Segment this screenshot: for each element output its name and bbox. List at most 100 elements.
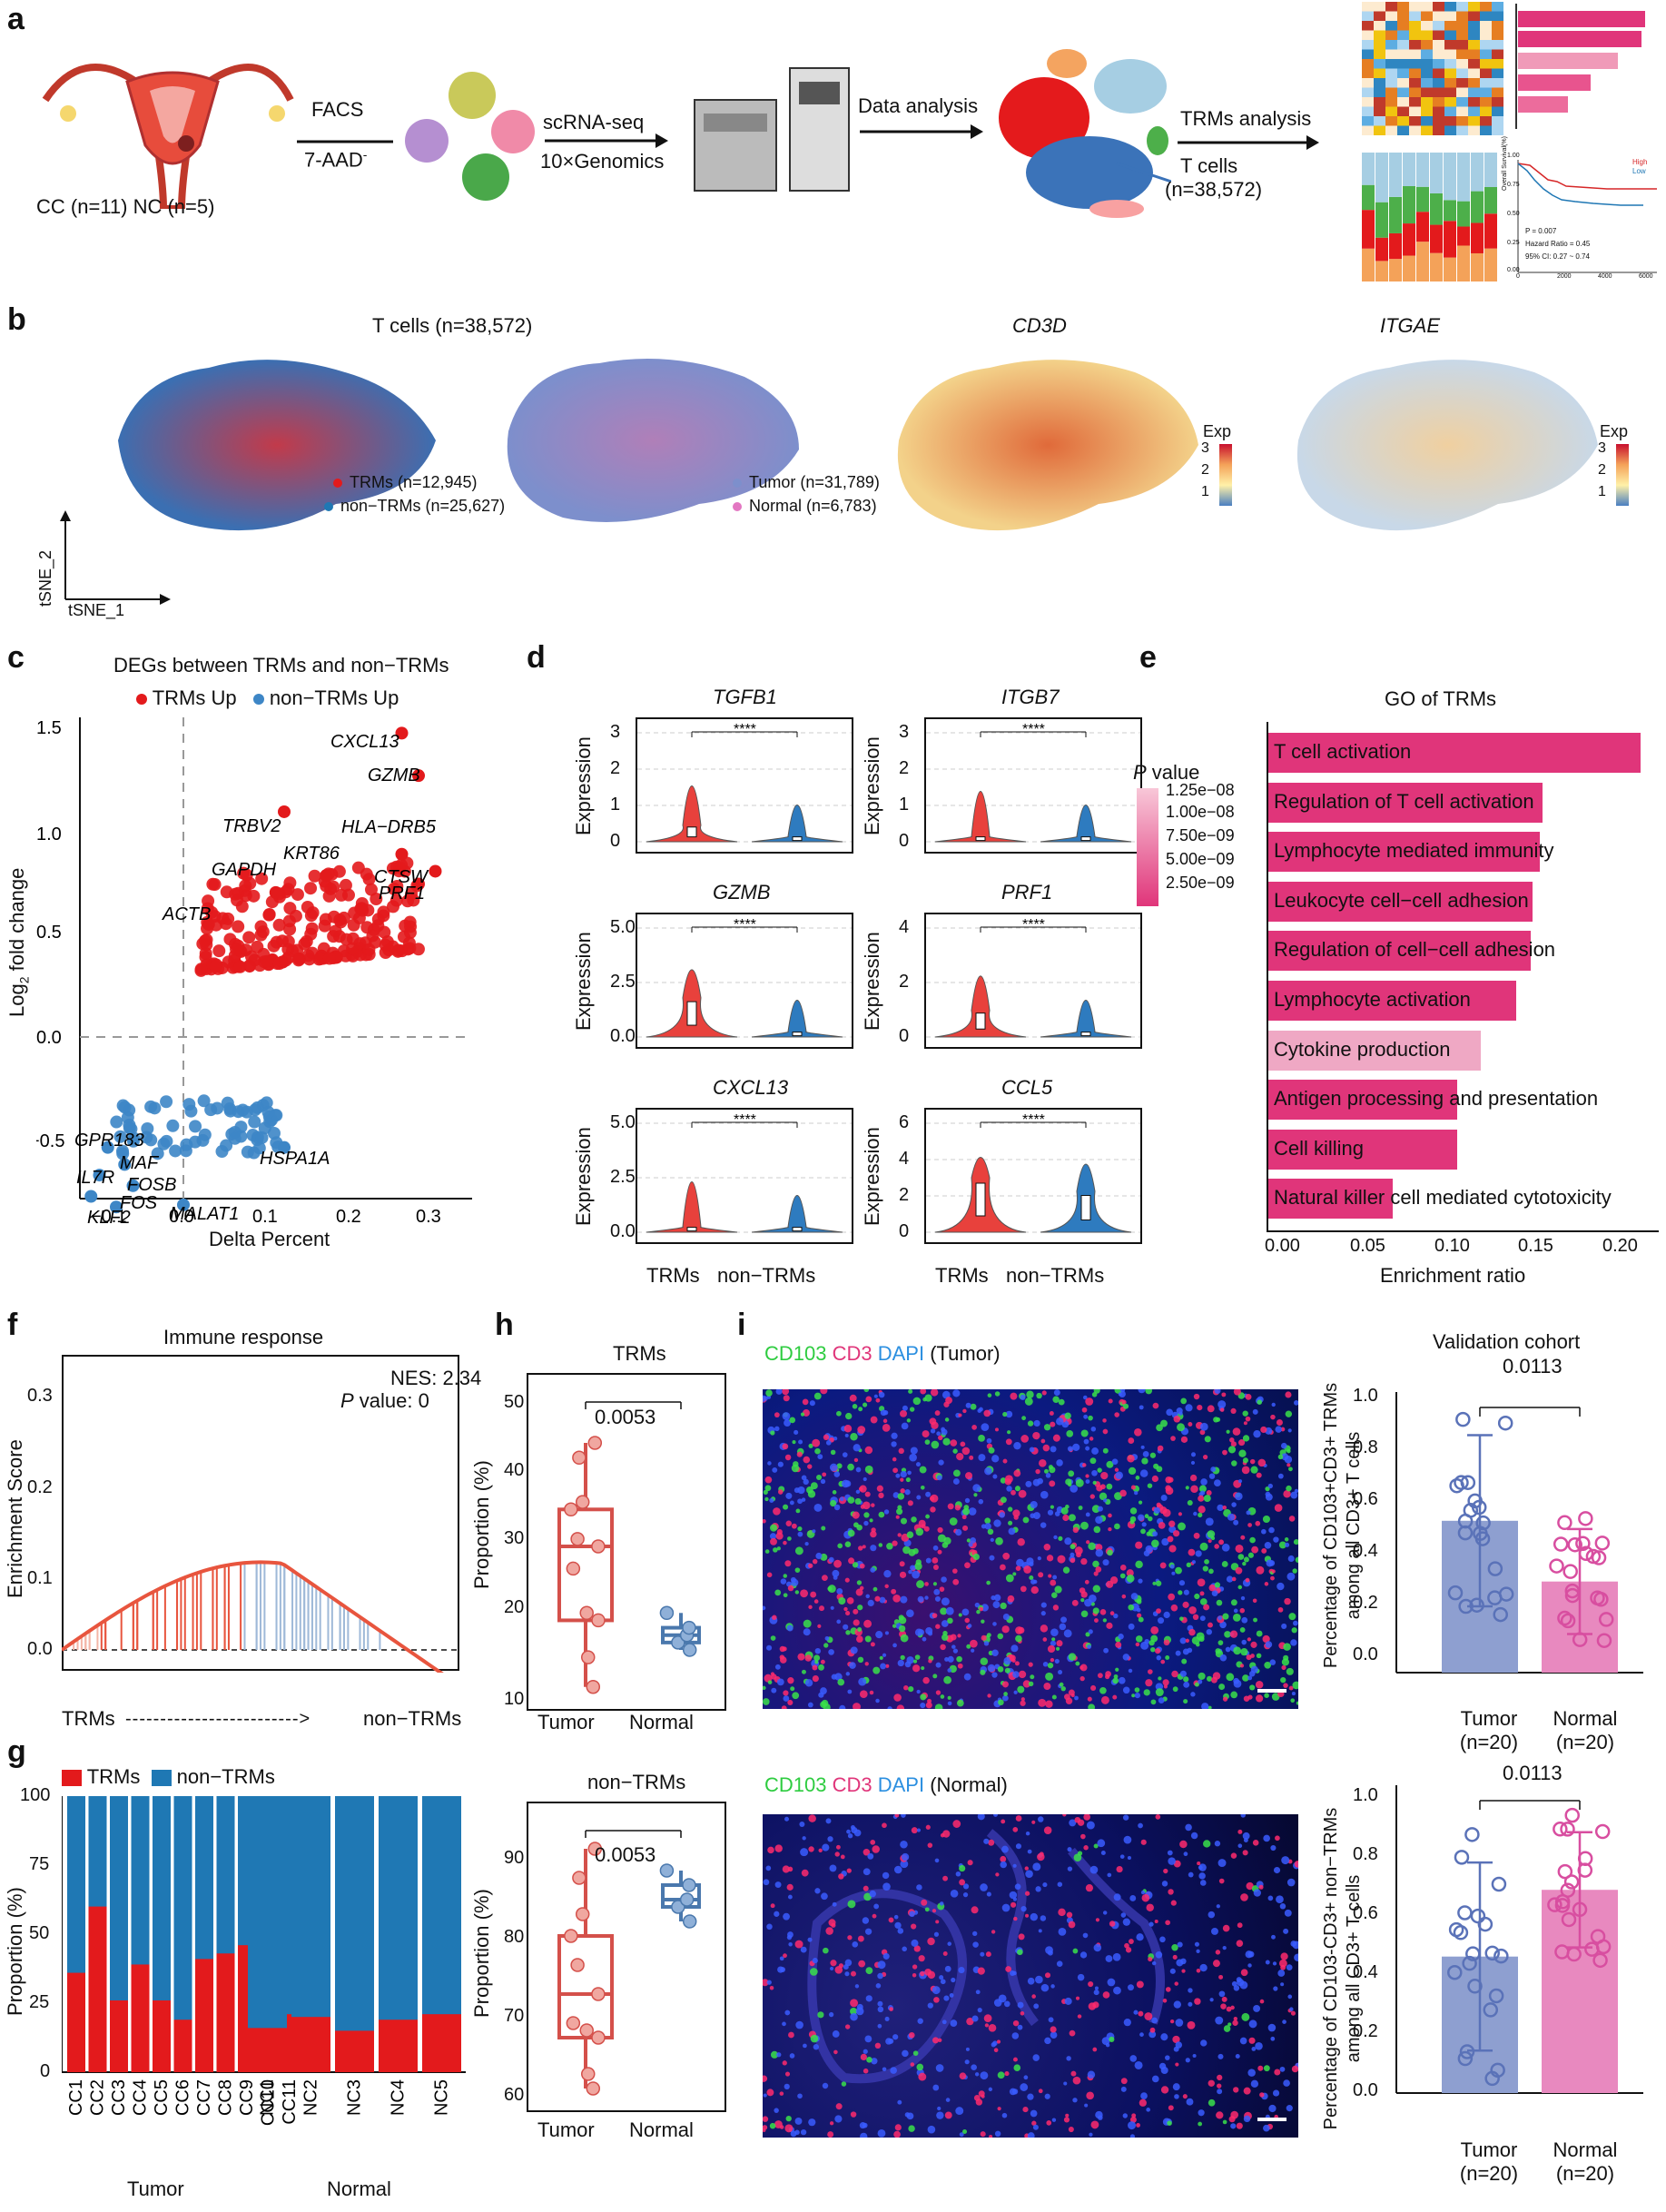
tsne-x-label: tSNE_1 bbox=[68, 601, 125, 619]
deg-dot-down bbox=[261, 1106, 275, 1120]
data-analysis-label: Data analysis bbox=[858, 94, 979, 117]
validation-point bbox=[1455, 1411, 1471, 1427]
validation-point bbox=[1453, 1925, 1469, 1940]
validation-point bbox=[1474, 1531, 1491, 1546]
box-top-ytick-10: 10 bbox=[504, 1689, 525, 1709]
stack-bar-trm bbox=[216, 1953, 235, 2072]
km-ytick-75: 0.75 bbox=[1507, 182, 1520, 188]
gsea-x-arrow: -------------------------> bbox=[125, 1709, 311, 1729]
gsea-ytick-00: 0.0 bbox=[27, 1639, 53, 1659]
tsne-title-cd3d: CD3D bbox=[1012, 314, 1067, 337]
deg-dot-up bbox=[334, 888, 348, 902]
stack-bar-trm bbox=[422, 2014, 461, 2072]
if-title-tumor: CD103 CD3 DAPI (Tumor) bbox=[764, 1342, 1001, 1365]
validation-point bbox=[1447, 1585, 1464, 1601]
deg-dot-up bbox=[242, 959, 256, 973]
deg-dot-labeled-down bbox=[118, 1158, 132, 1171]
exp-legend-itgae-title: Exp bbox=[1600, 422, 1629, 440]
legend-normal: Normal (n=6,783) bbox=[749, 497, 877, 515]
val-top-ylabel-1: Percentage of CD103+CD3+ TRMs bbox=[1321, 1382, 1341, 1669]
km-ytick-100: 1.00 bbox=[1507, 153, 1520, 159]
validation-top-pvalue: 0.0113 bbox=[1503, 1355, 1562, 1378]
box-point bbox=[570, 1532, 585, 1546]
deg-dot-down bbox=[144, 1133, 158, 1147]
violin-x-nontrms-2: non−TRMs bbox=[1006, 1264, 1105, 1287]
km-pvalue: P = 0.007 bbox=[1525, 227, 1557, 235]
validation-point bbox=[1578, 1511, 1593, 1526]
validation-point bbox=[1592, 1952, 1608, 1969]
deg-dot-up bbox=[359, 936, 372, 950]
deg-dot-down bbox=[179, 1144, 192, 1158]
go-bar: Lymphocyte mediated immunity bbox=[1268, 832, 1554, 873]
violin-frame-tgfb1: **** bbox=[636, 717, 853, 854]
violin-x-nontrms-1: non−TRMs bbox=[717, 1264, 816, 1287]
stack-xtick: NC4 bbox=[389, 2079, 409, 2116]
violin-title-tgfb1: TGFB1 bbox=[713, 686, 777, 708]
stack-xtick: CC9 bbox=[237, 2079, 257, 2116]
val-top-ylabel-2: among all CD3+ T cells bbox=[1344, 1431, 1364, 1620]
go-bar: Regulation of cell−cell adhesion bbox=[1268, 931, 1555, 972]
box-point bbox=[586, 1679, 601, 1694]
box-point bbox=[586, 2081, 601, 2096]
violin-sig: **** bbox=[734, 917, 756, 933]
exp-colorbar-cd3d bbox=[1219, 444, 1232, 506]
deg-dot-up bbox=[360, 921, 374, 934]
violin-box bbox=[1080, 1032, 1091, 1037]
go-xtick-4: 0.20 bbox=[1602, 1236, 1638, 1256]
if-title-normal: CD103 CD3 DAPI (Normal) bbox=[764, 1773, 1008, 1796]
box-non-trms bbox=[527, 1802, 726, 2112]
go-bar: T cell activation bbox=[1268, 733, 1641, 773]
validation-bars-non-trm bbox=[1395, 1785, 1643, 2094]
validation-point bbox=[1553, 1536, 1569, 1552]
go-legend-tick-4: 2.50e−09 bbox=[1166, 874, 1235, 892]
deg-dot-up bbox=[379, 938, 392, 952]
deg-dot-labeled bbox=[429, 864, 442, 878]
val-bot-ytick-00: 0.0 bbox=[1353, 2080, 1378, 2100]
km-xtick-4000: 4000 bbox=[1598, 273, 1612, 280]
go-bar-label: Lymphocyte activation bbox=[1274, 988, 1471, 1011]
go-xtick-3: 0.15 bbox=[1518, 1236, 1553, 1256]
val-top-x-normal-n: (n=20) bbox=[1555, 1731, 1615, 1753]
go-bar: Regulation of T cell activation bbox=[1268, 782, 1543, 823]
deg-dot-down bbox=[248, 1115, 261, 1129]
val-top-ytick-10: 1.0 bbox=[1353, 1386, 1378, 1406]
gsea-ylabel: Enrichment Score bbox=[4, 1439, 26, 1598]
deg-title: DEGs between TRMs and non−TRMs bbox=[113, 654, 449, 676]
panel-letter-f: f bbox=[7, 1308, 18, 1342]
stack-bar-trm bbox=[335, 2030, 374, 2072]
deg-dot-up bbox=[304, 882, 318, 895]
box-point bbox=[591, 2030, 606, 2045]
gsea-ytick-03: 0.3 bbox=[27, 1386, 53, 1406]
deg-dot-down bbox=[126, 1134, 140, 1148]
val-bot-ytick-04: 0.4 bbox=[1353, 1962, 1378, 1982]
validation-title: Validation cohort bbox=[1433, 1330, 1581, 1353]
deg-dot-down bbox=[197, 1094, 211, 1108]
deg-dot-up bbox=[206, 877, 220, 891]
deg-dot-up bbox=[220, 885, 233, 899]
val-bot-x-tumor: Tumor bbox=[1460, 2138, 1518, 2161]
violin-frame-gzmb: **** bbox=[636, 913, 853, 1049]
box-point bbox=[566, 1561, 581, 1576]
violin-title-prf1: PRF1 bbox=[1001, 881, 1053, 904]
deg-dot-up bbox=[340, 933, 353, 946]
box-bot-ytick-70: 70 bbox=[504, 2006, 525, 2026]
box-point bbox=[570, 1958, 585, 1972]
panel-letter-h: h bbox=[495, 1308, 514, 1342]
deg-dot-labeled-down bbox=[126, 1179, 140, 1192]
go-bar: Leukocyte cell−cell adhesion bbox=[1268, 881, 1533, 922]
deg-dot-up bbox=[308, 869, 321, 883]
deg-dot-down bbox=[221, 1096, 234, 1110]
violin-trm bbox=[934, 791, 1027, 843]
validation-point bbox=[1564, 1807, 1580, 1823]
km-ylabel: Overall Survival(%) bbox=[1502, 136, 1508, 191]
val-bot-ylabel-2: among all CD3+ T cells bbox=[1344, 1874, 1364, 2063]
go-xlabel: Enrichment ratio bbox=[1380, 1264, 1526, 1287]
validation-bars-trm bbox=[1395, 1392, 1643, 1674]
svg-text:0.3: 0.3 bbox=[416, 1207, 441, 1226]
validation-point bbox=[1594, 1823, 1611, 1840]
deg-dot-up bbox=[322, 952, 336, 965]
violin-svg-ccl5: **** bbox=[926, 1112, 1140, 1233]
km-ytick-0: 0.00 bbox=[1507, 267, 1520, 273]
violin-ytick: 4 bbox=[899, 1149, 910, 1169]
go-bar-label: Regulation of T cell activation bbox=[1274, 789, 1534, 813]
